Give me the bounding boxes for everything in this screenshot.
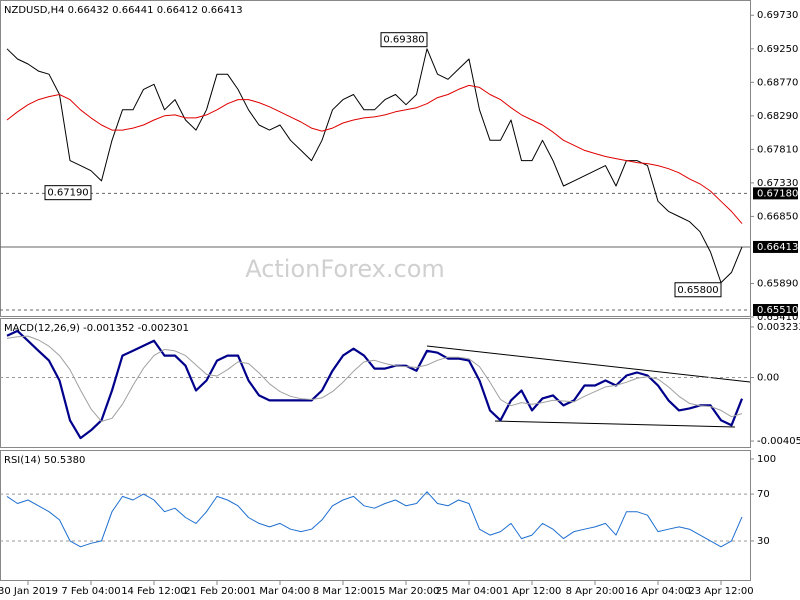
y-tick-label: 0.67330 <box>757 178 798 189</box>
rsi-panel <box>0 450 751 581</box>
annotation: 0.69380 <box>383 35 424 46</box>
level-label-box <box>753 187 798 200</box>
y-tick-label: 0.66850 <box>757 211 798 222</box>
x-tick-label: 30 Jan 2019 <box>0 586 58 597</box>
y-tick-label: 0.69730 <box>757 10 798 21</box>
panel-title: NZDUSD,H4 0.66432 0.66441 0.66412 0.6641… <box>4 5 243 16</box>
level-label: 0.67180 <box>757 188 798 199</box>
x-tick-label: 15 Mar 20:00 <box>373 586 440 597</box>
y-tick-label: -0.004055 <box>757 436 800 447</box>
annotation: 0.65800 <box>677 285 718 296</box>
macd-panel <box>0 318 751 448</box>
x-tick-label: 23 Apr 12:00 <box>688 586 753 597</box>
trend-line <box>494 420 736 428</box>
trend-line <box>426 345 751 383</box>
y-tick-label: 0.65410 <box>757 312 798 323</box>
x-tick-label: 1 Apr 12:00 <box>503 586 562 597</box>
series-line <box>6 491 743 548</box>
y-tick-label: 30 <box>757 536 770 547</box>
series-line <box>6 84 743 224</box>
y-tick-label: 0.69250 <box>757 44 798 55</box>
x-tick-label: 8 Mar 12:00 <box>313 586 373 597</box>
x-tick-label: 25 Mar 04:00 <box>436 586 503 597</box>
annotation-box <box>44 185 92 201</box>
panel-title: RSI(14) 50.5380 <box>4 455 85 466</box>
annotation: 0.67190 <box>47 188 88 199</box>
x-tick-label: 16 Apr 04:00 <box>625 586 690 597</box>
annotation-box <box>674 282 722 298</box>
x-tick-label: 21 Feb 20:00 <box>184 586 250 597</box>
annotation-box <box>380 32 428 48</box>
level-label: 0.65510 <box>757 305 798 316</box>
series-line <box>6 329 744 440</box>
price-panel <box>0 0 751 317</box>
level-label-box <box>753 240 798 253</box>
x-tick-label: 1 Mar 04:00 <box>250 586 310 597</box>
level-label: 0.66413 <box>757 242 798 253</box>
y-tick-label: 0.003233 <box>757 322 800 333</box>
level-label-box <box>753 304 798 317</box>
series-line <box>6 335 743 422</box>
y-tick-label: 0.67810 <box>757 144 798 155</box>
series-line <box>6 48 743 284</box>
x-tick-label: 14 Feb 12:00 <box>121 586 187 597</box>
y-tick-label: 70 <box>757 489 770 500</box>
x-tick-label: 7 Feb 04:00 <box>61 586 120 597</box>
y-tick-label: 0.65890 <box>757 278 798 289</box>
x-tick-label: 8 Apr 20:00 <box>566 586 625 597</box>
y-tick-label: 0.68770 <box>757 77 798 88</box>
watermark: ActionForex.com <box>245 255 445 283</box>
panel-title: MACD(12,26,9) -0.001352 -0.002301 <box>4 323 189 334</box>
y-tick-label: 0.00 <box>757 373 779 384</box>
y-tick-label: 100 <box>757 454 776 465</box>
y-tick-label: 0.68290 <box>757 111 798 122</box>
